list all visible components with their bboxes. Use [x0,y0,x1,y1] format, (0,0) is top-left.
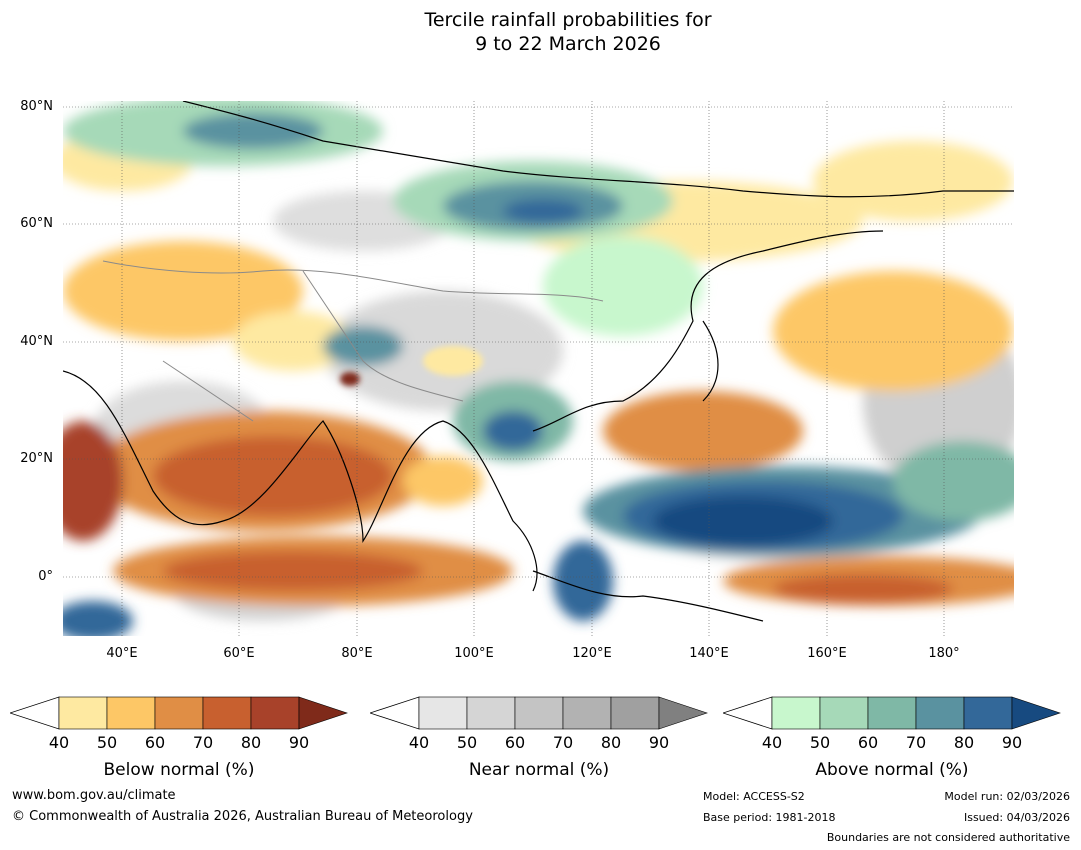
issued-date: Issued: 04/03/2026 [963,811,1070,824]
above-tick-60: 60 [857,733,879,752]
below-swatch-1 [106,696,156,730]
above-swatch-0 [771,696,821,730]
below-tick-50: 50 [96,733,118,752]
lon-label-140e: 140°E [689,646,729,661]
title-line-2: 9 to 22 March 2026 [475,33,661,55]
coastlines [63,101,1014,622]
below-swatch-3 [202,696,252,730]
above-swatch-2 [867,696,917,730]
near-tick-90: 90 [648,733,670,752]
near-tick-60: 60 [504,733,526,752]
lon-label-80e: 80°E [341,646,373,661]
near-tick-50: 50 [456,733,478,752]
lon-label-180: 180° [928,646,960,661]
above-tick-50: 50 [809,733,831,752]
near-normal-title: Near normal (%) [468,760,610,780]
above-swatch-1 [819,696,869,730]
below-swatch-4 [250,696,300,730]
near-arrow-right [658,696,708,730]
near-arrow-left [370,696,420,730]
near-tick-80: 80 [600,733,622,752]
below-tick-90: 90 [288,733,310,752]
near-tick-40: 40 [408,733,430,752]
lat-label-40n: 40°N [20,334,53,349]
below-normal-title: Below normal (%) [103,760,255,780]
probability-detail [340,271,663,386]
lat-label-20n: 20°N [20,451,53,466]
below-swatch-0 [58,696,108,730]
base-period: Base period: 1981-2018 [703,811,836,824]
model-run: Model run: 02/03/2026 [944,790,1070,803]
below-tick-60: 60 [144,733,166,752]
below-tick-80: 80 [240,733,262,752]
below-arrow-left [10,696,60,730]
above-normal-colorbar [723,696,1061,730]
map-svg [63,101,1014,636]
below-tick-70: 70 [192,733,214,752]
model-name: Model: ACCESS-S2 [703,790,805,803]
lon-label-100e: 100°E [454,646,494,661]
copyright: © Commonwealth of Australia 2026, Austra… [12,809,473,824]
above-swatch-4 [963,696,1013,730]
title-line-1: Tercile rainfall probabilities for [424,9,712,31]
above-tick-90: 90 [1001,733,1023,752]
above-swatch-3 [915,696,965,730]
near-swatch-4 [610,696,660,730]
above-tick-80: 80 [953,733,975,752]
near-swatch-2 [514,696,564,730]
lat-label-0: 0° [38,569,53,584]
below-normal-colorbar [10,696,348,730]
above-tick-70: 70 [905,733,927,752]
near-normal-colorbar [370,696,708,730]
lat-label-80n: 80°N [20,99,53,114]
map-title: Tercile rainfall probabilities for 9 to … [0,8,1081,56]
above-normal-title: Above normal (%) [815,760,969,780]
graticule [63,101,1014,636]
below-tick-40: 40 [48,733,70,752]
lon-label-160e: 160°E [807,646,847,661]
website-link[interactable]: www.bom.gov.au/climate [12,788,176,803]
probability-field [63,101,1014,636]
near-tick-70: 70 [552,733,574,752]
above-arrow-right [1011,696,1061,730]
boundaries-note: Boundaries are not considered authoritat… [826,831,1070,844]
near-swatch-0 [418,696,468,730]
above-arrow-left [723,696,773,730]
near-swatch-3 [562,696,612,730]
lon-label-60e: 60°E [223,646,255,661]
below-swatch-2 [154,696,204,730]
near-swatch-1 [466,696,516,730]
below-arrow-right [298,696,348,730]
lat-label-60n: 60°N [20,216,53,231]
above-tick-40: 40 [761,733,783,752]
country-borders [102,260,604,422]
lon-label-40e: 40°E [106,646,138,661]
rainfall-probability-map [63,101,1014,636]
lon-label-120e: 120°E [572,646,612,661]
